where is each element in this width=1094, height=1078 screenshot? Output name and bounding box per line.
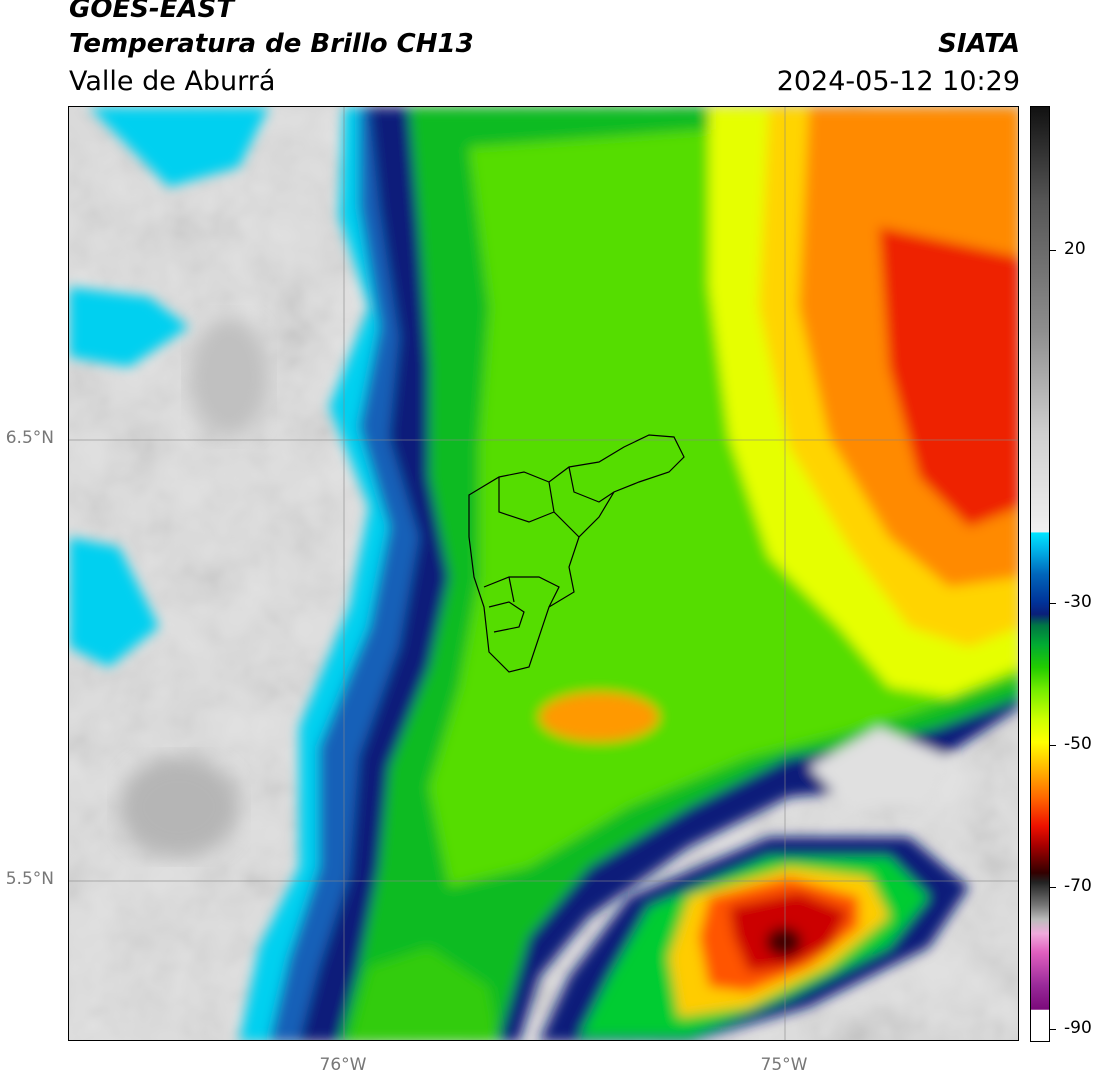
colorbar-tick [1050, 745, 1056, 746]
satellite-map[interactable] [68, 106, 1019, 1041]
municipal-boundaries [468, 434, 685, 673]
colorbar-tick [1050, 887, 1056, 888]
colorbar-label-minus70: -70 [1064, 876, 1092, 896]
satellite-title: GOES-EAST [69, 0, 235, 24]
red-area [879, 227, 1018, 527]
colorbar-label-20: 20 [1064, 239, 1086, 259]
colorbar-tick [1050, 603, 1056, 604]
lat-label-6-5n: 6.5°N [5, 428, 54, 448]
region-subtitle: Valle de Aburrá [69, 66, 276, 97]
lon-label-75w: 75°W [760, 1055, 808, 1075]
brightness-temperature-field [69, 107, 1018, 1040]
colorbar-tick [1050, 1029, 1056, 1030]
organization-label: SIATA [938, 29, 1020, 59]
colorbar-label-minus30: -30 [1064, 592, 1092, 612]
product-title: Temperatura de Brillo CH13 [69, 29, 474, 59]
temperature-colorbar [1030, 106, 1050, 1042]
map-gridlines [69, 107, 1018, 1040]
lat-label-5-5n: 5.5°N [5, 869, 54, 889]
lon-label-76w: 76°W [319, 1055, 367, 1075]
colorbar-tick [1050, 250, 1056, 251]
datetime-label: 2024-05-12 10:29 [776, 66, 1020, 97]
colorbar-label-minus50: -50 [1064, 734, 1092, 754]
dark-gray-patch [119, 757, 239, 857]
colorbar-label-minus90: -90 [1064, 1018, 1092, 1038]
